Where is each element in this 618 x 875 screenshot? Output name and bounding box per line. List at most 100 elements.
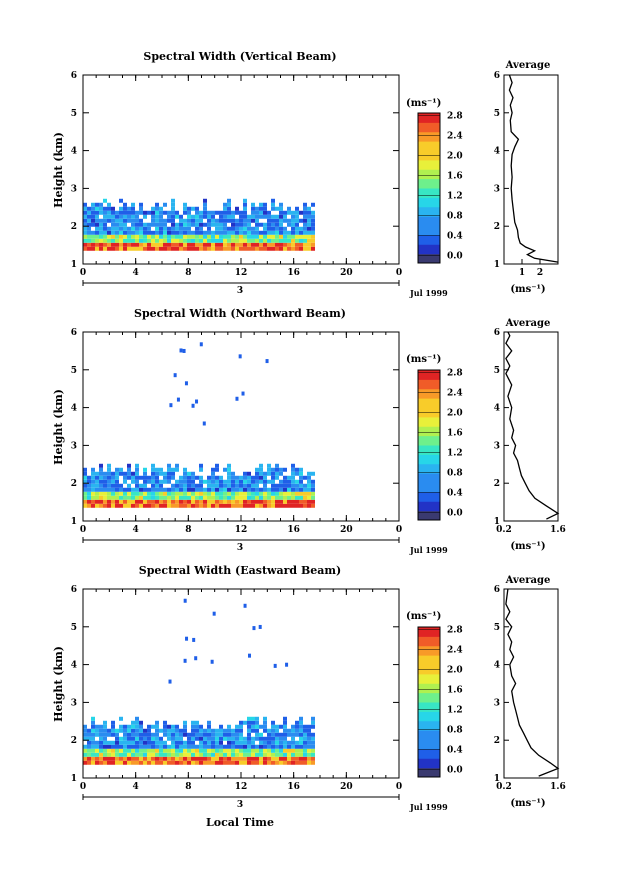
heatmap-cell <box>159 744 163 749</box>
heatmap-cell <box>287 234 291 239</box>
x-tick-label: 0 <box>396 525 402 535</box>
heatmap-cell <box>243 230 247 235</box>
heatmap-cell <box>283 495 287 500</box>
heatmap-cell <box>215 230 219 235</box>
heatmap-cell <box>271 744 275 749</box>
heatmap-cell <box>271 242 275 247</box>
heatmap-cell <box>252 626 256 631</box>
heatmap-cell <box>107 744 111 749</box>
heatmap-cell <box>211 495 215 500</box>
heatmap-cell <box>179 748 183 753</box>
heatmap-cell <box>135 483 139 488</box>
heatmap-cell <box>267 226 271 231</box>
heatmap-cell <box>87 483 91 488</box>
heatmap-cell <box>235 218 239 223</box>
heatmap-cell <box>263 720 267 725</box>
heatmap-cell <box>99 206 103 211</box>
heatmap-cell <box>151 218 155 223</box>
heatmap-cell <box>187 475 191 480</box>
heatmap-cell <box>127 744 131 749</box>
heatmap-cell <box>259 206 263 211</box>
heatmap-cell <box>171 503 175 508</box>
heatmap-cell <box>279 736 283 741</box>
heatmap-cell <box>127 467 131 472</box>
colorbar-frame <box>417 626 441 778</box>
heatmap-cell <box>135 471 139 476</box>
heatmap-cell <box>243 202 247 207</box>
heatmap-cell <box>119 756 123 761</box>
heatmap-cell <box>191 230 195 235</box>
heatmap-cell <box>195 222 199 227</box>
heatmap-cell <box>295 724 299 729</box>
heatmap-cell <box>199 226 203 231</box>
heatmap-cell <box>167 499 171 504</box>
heatmap-cell <box>107 499 111 504</box>
heatmap-cell <box>295 760 299 765</box>
colorbar-segment <box>418 454 440 465</box>
heatmap-cell <box>247 748 251 753</box>
heatmap-cell <box>147 740 151 745</box>
heatmap-cell <box>299 720 303 725</box>
heatmap-cell <box>247 752 251 757</box>
heatmap-cell <box>215 238 219 243</box>
heatmap-cell <box>239 736 243 741</box>
heatmap-cell <box>283 732 287 737</box>
heatmap-cell <box>271 226 275 231</box>
heatmap-cell <box>95 479 99 484</box>
heatmap-cell <box>159 491 163 496</box>
heatmap-cell <box>231 471 235 476</box>
heatmap-cell <box>207 210 211 215</box>
heatmap-cell <box>207 736 211 741</box>
heatmap-cell <box>235 226 239 231</box>
heatmap-cell <box>183 744 187 749</box>
heatmap-cell <box>103 198 107 203</box>
heatmap-cell <box>239 226 243 231</box>
heatmap-cell <box>243 495 247 500</box>
heatmap-cell <box>259 736 263 741</box>
heatmap-cell <box>163 202 167 207</box>
heatmap-cell <box>91 238 95 243</box>
heatmap-cell <box>103 724 107 729</box>
heatmap-cell <box>115 210 119 215</box>
heatmap-cell <box>185 636 189 641</box>
heatmap-cell <box>227 495 231 500</box>
heatmap-cell <box>259 202 263 207</box>
heatmap-cell <box>135 748 139 753</box>
heatmap-cell <box>219 226 223 231</box>
heatmap-cell <box>223 748 227 753</box>
heatmap-cell <box>175 744 179 749</box>
heatmap-cell <box>299 503 303 508</box>
heatmap-cell <box>251 487 255 492</box>
heatmap-cell <box>103 728 107 733</box>
heatmap-cell <box>279 467 283 472</box>
heatmap-cell <box>295 234 299 239</box>
heatmap-cell <box>231 242 235 247</box>
heatmap-cell <box>311 756 315 761</box>
heatmap-cell <box>175 740 179 745</box>
heatmap-cell <box>251 760 255 765</box>
heatmap-cell <box>207 720 211 725</box>
heatmap-cell <box>99 467 103 472</box>
heatmap-cell <box>143 744 147 749</box>
heatmap-cell <box>143 503 147 508</box>
heatmap-cell <box>303 728 307 733</box>
heatmap-cell <box>231 246 235 251</box>
heatmap-cell <box>259 760 263 765</box>
heatmap-cell <box>207 760 211 765</box>
heatmap-cell <box>147 495 151 500</box>
heatmap-cell <box>111 483 115 488</box>
heatmap-cell <box>187 206 191 211</box>
heatmap-cell <box>187 740 191 745</box>
heatmap-cell <box>227 499 231 504</box>
heatmap-cell <box>87 499 91 504</box>
heatmap-cell <box>127 463 131 468</box>
y-tick-label: 6 <box>71 328 77 338</box>
heatmap-cell <box>263 716 267 721</box>
heatmap-cell <box>283 246 287 251</box>
heatmap-cell <box>223 479 227 484</box>
heatmap-cell <box>235 744 239 749</box>
heatmap-cell <box>115 487 119 492</box>
heatmap-cell <box>203 495 207 500</box>
